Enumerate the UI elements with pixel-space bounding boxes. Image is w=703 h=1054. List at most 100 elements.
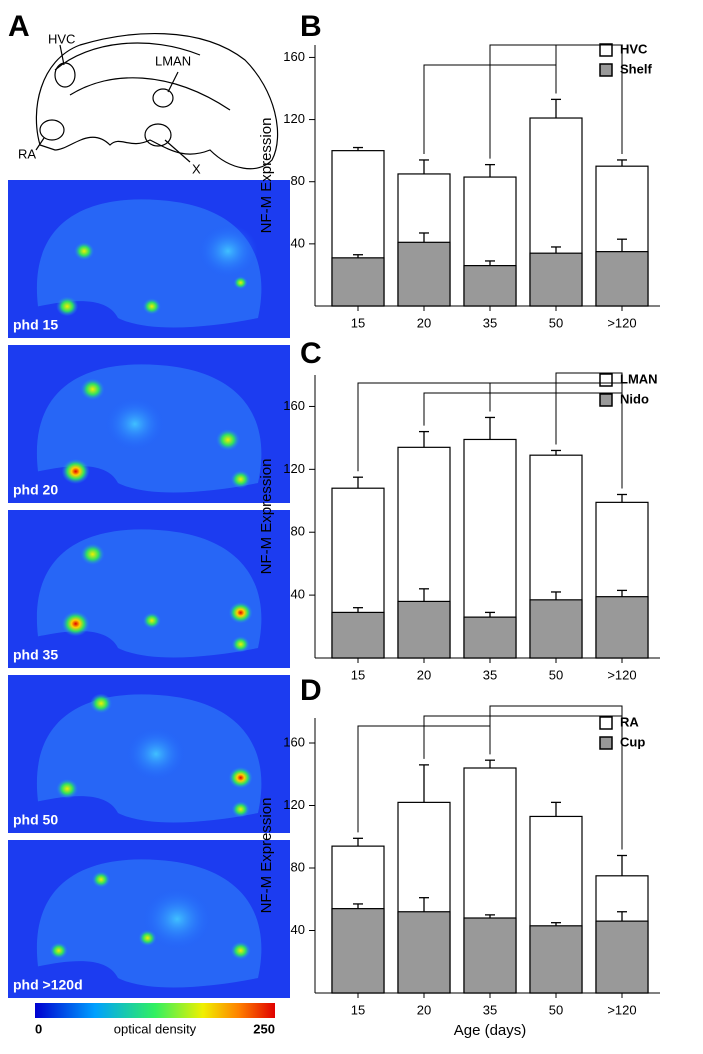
y-tick-label: 160 <box>283 398 305 413</box>
legend-label: LMAN <box>620 371 658 386</box>
colorbar-min: 0 <box>35 1021 42 1036</box>
panel-label: C <box>300 337 322 370</box>
y-tick-label: 120 <box>283 461 305 476</box>
x-tick-label: 20 <box>417 1002 431 1017</box>
density-spot <box>126 727 187 781</box>
density-spot <box>228 601 253 624</box>
density-spot <box>142 887 213 951</box>
density-spot <box>231 636 250 653</box>
significance-bracket <box>423 715 623 850</box>
legend-swatch <box>599 736 613 750</box>
x-tick-label: 35 <box>483 315 497 330</box>
bar <box>529 599 583 659</box>
y-axis-label: NF-M Expression <box>258 118 275 234</box>
legend-label: RA <box>620 714 639 729</box>
density-spot <box>61 611 90 637</box>
image-label: phd 15 <box>13 317 58 333</box>
y-tick-label: 40 <box>291 922 305 937</box>
x-axis-label: Age (days) <box>454 1022 527 1039</box>
density-spot <box>49 942 68 959</box>
legend-label: Shelf <box>620 61 652 76</box>
bar <box>397 911 451 994</box>
region-label: RA <box>18 146 36 161</box>
bar <box>529 252 583 307</box>
bar <box>595 596 649 659</box>
legend-swatch <box>599 716 613 730</box>
bar <box>595 251 649 307</box>
density-spot <box>230 941 251 960</box>
image-label: phd 35 <box>13 647 58 663</box>
bar <box>397 241 451 307</box>
density-spot <box>90 693 113 714</box>
y-tick-label: 160 <box>283 734 305 749</box>
colorbar <box>35 1003 275 1018</box>
brain-schematic <box>35 32 279 170</box>
image-label: phd >120d <box>13 977 83 993</box>
bar <box>463 917 517 994</box>
x-tick-label: 15 <box>351 1002 365 1017</box>
brain-section <box>36 199 262 328</box>
bar <box>463 265 517 307</box>
density-spot <box>80 378 105 401</box>
legend-swatch <box>599 373 613 387</box>
density-spot <box>215 429 240 451</box>
colorbar-label: optical density <box>114 1021 197 1036</box>
x-tick-label: 50 <box>549 667 563 682</box>
x-tick-label: 35 <box>483 1002 497 1017</box>
region-label: X <box>192 161 201 176</box>
y-tick-label: 40 <box>291 235 305 250</box>
x-tick-label: >120 <box>607 1002 636 1017</box>
legend-swatch <box>599 63 613 77</box>
y-tick-label: 40 <box>291 587 305 602</box>
significance-bracket <box>555 44 623 154</box>
y-tick-label: 120 <box>283 797 305 812</box>
y-axis-label: NF-M Expression <box>258 798 275 914</box>
density-spot <box>61 458 90 484</box>
density-spot <box>233 276 248 290</box>
y-tick-label: 80 <box>291 859 305 874</box>
density-spot <box>74 242 95 261</box>
x-tick-label: 20 <box>417 315 431 330</box>
density-spot <box>231 801 250 818</box>
bar <box>331 257 385 307</box>
image-label: phd 50 <box>13 812 58 828</box>
x-tick-label: >120 <box>607 315 636 330</box>
bar <box>463 616 517 659</box>
panel-label: A <box>8 10 30 43</box>
bar <box>331 611 385 659</box>
y-tick-label: 120 <box>283 111 305 126</box>
legend-label: Nido <box>620 391 649 406</box>
x-tick-label: 20 <box>417 667 431 682</box>
significance-bracket <box>489 705 623 850</box>
y-tick-label: 160 <box>283 49 305 64</box>
density-spot <box>228 766 253 789</box>
density-spot <box>56 296 79 317</box>
density-spot <box>230 470 251 489</box>
significance-bracket <box>555 372 623 489</box>
y-tick-label: 80 <box>291 173 305 188</box>
x-tick-label: >120 <box>607 667 636 682</box>
region-label: LMAN <box>155 53 191 68</box>
panel-label: B <box>300 10 322 43</box>
x-tick-label: 15 <box>351 315 365 330</box>
bar <box>595 920 649 994</box>
image-label: phd 20 <box>13 482 58 498</box>
region-label: HVC <box>48 31 75 46</box>
panel-label: D <box>300 674 322 707</box>
x-tick-label: 15 <box>351 667 365 682</box>
significance-bracket <box>423 392 623 489</box>
density-spot <box>80 543 105 566</box>
legend-label: Cup <box>620 734 645 749</box>
y-axis-label: NF-M Expression <box>258 459 275 575</box>
density-spot <box>142 298 161 315</box>
density-spot <box>56 778 79 799</box>
x-tick-label: 50 <box>549 1002 563 1017</box>
density-spot <box>104 397 165 451</box>
density-spot <box>197 224 258 279</box>
x-tick-label: 35 <box>483 667 497 682</box>
legend-swatch <box>599 393 613 407</box>
density-spot <box>142 612 161 629</box>
y-tick-label: 80 <box>291 524 305 539</box>
bar <box>397 600 451 659</box>
